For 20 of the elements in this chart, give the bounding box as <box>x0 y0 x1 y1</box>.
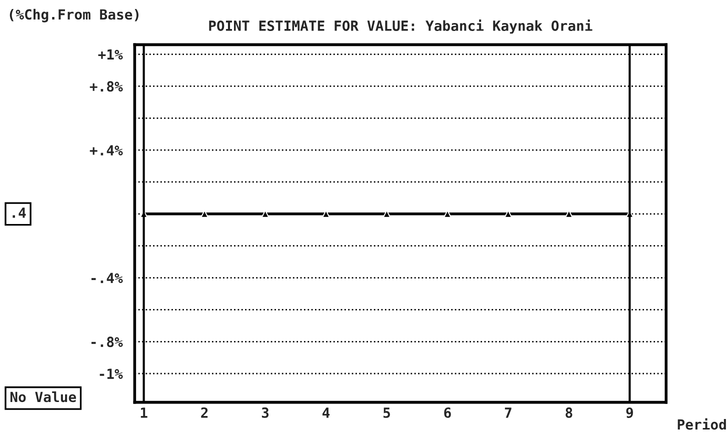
x-tick-label: 6 <box>444 407 451 418</box>
y-tick-label: -.4% <box>91 272 123 284</box>
y-tick-label: -.8% <box>91 336 123 348</box>
y-axis-title: (%Chg.From Base) <box>10 8 138 22</box>
x-tick-label: 2 <box>201 407 208 418</box>
x-axis-title: Period <box>678 418 726 430</box>
y-tick-label: +.8% <box>90 81 123 92</box>
y-tick-label: +1% <box>98 49 123 60</box>
x-tick-label: 3 <box>262 407 269 418</box>
text: .4 <box>12 208 26 218</box>
x-tick-label: 1 <box>140 408 148 418</box>
chart-title: POINT ESTIMATE FOR VALUE: Yabanci Kaynak Orani <box>209 20 592 34</box>
text: No Value <box>10 391 76 402</box>
y-tick-label: +.4% <box>90 145 123 156</box>
x-tick-label: 7 <box>504 408 512 418</box>
x-tick-label: 9 <box>626 407 633 418</box>
x-tick-label: 4 <box>322 408 330 418</box>
x-tick-label: 5 <box>384 408 390 418</box>
y-tick-label: -1% <box>100 368 123 379</box>
x-tick-label: 8 <box>566 407 572 418</box>
